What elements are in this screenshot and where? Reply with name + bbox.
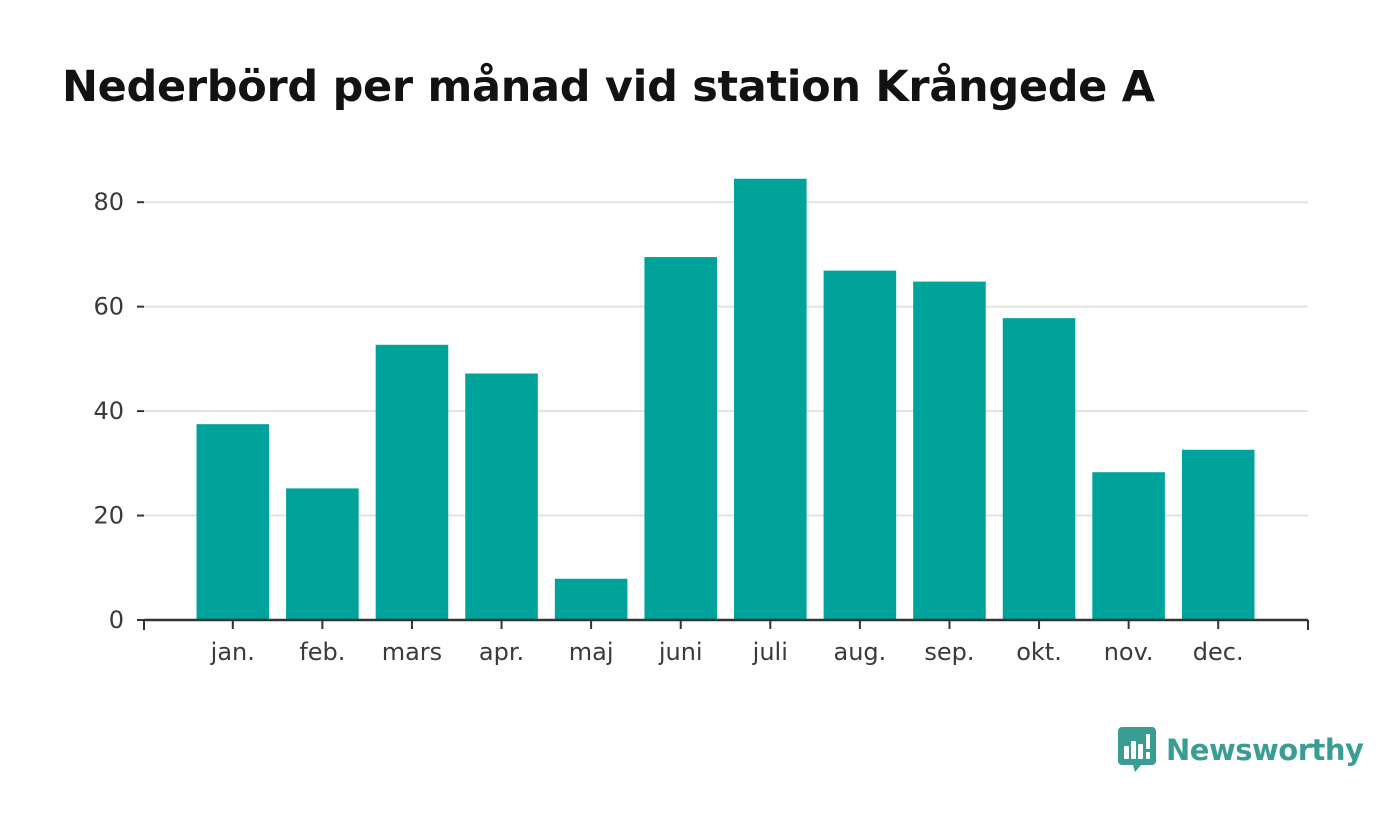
bar-aug <box>823 270 897 620</box>
bar-feb <box>286 488 359 620</box>
chart-title: Nederbörd per månad vid station Krångede… <box>62 62 1155 112</box>
x-tick-label: sep. <box>924 638 974 666</box>
y-tick-label: 60 <box>93 293 124 321</box>
grid-lines <box>144 201 1308 517</box>
x-tick-label: maj <box>569 638 614 666</box>
bar-juli <box>734 178 807 620</box>
x-tick-label: aug. <box>833 638 886 666</box>
bar-maj <box>554 578 628 620</box>
bar-apr <box>465 373 538 620</box>
x-tick-label: juni <box>658 638 703 666</box>
bar-nov <box>1092 472 1165 620</box>
x-axis <box>137 201 1309 630</box>
bar-okt <box>1002 318 1076 620</box>
y-tick-labels: 0 20 40 60 80 <box>93 188 124 634</box>
brand-name: Newsworthy <box>1166 733 1364 767</box>
x-tick-label: feb. <box>299 638 345 666</box>
y-tick-label: 20 <box>93 502 124 530</box>
bar-mars <box>375 344 449 620</box>
bar-sep <box>913 281 986 620</box>
x-tick-label: nov. <box>1104 638 1154 666</box>
bar-chart: 0 20 40 60 80 jan. feb. mars apr. maj juni juli aug… <box>93 178 1309 666</box>
x-tick-label: dec. <box>1193 638 1244 666</box>
bar-chart-speech-bubble-icon <box>1118 727 1156 772</box>
x-tick-label: juli <box>752 638 788 666</box>
x-tick-labels: jan. feb. mars apr. maj juni juli aug. sep. okt. n… <box>210 638 1244 666</box>
brand-logo: Newsworthy <box>1118 726 1364 774</box>
y-tick-label: 0 <box>109 606 124 634</box>
bar-series <box>196 178 1255 620</box>
y-tick-label: 40 <box>93 397 124 425</box>
y-tick-label: 80 <box>93 188 124 216</box>
bar-jan <box>196 424 270 620</box>
x-tick-label: okt. <box>1016 638 1062 666</box>
x-tick-label: mars <box>382 638 442 666</box>
x-tick-label: apr. <box>479 638 524 666</box>
bar-juni <box>644 257 717 620</box>
x-tick-label: jan. <box>210 638 255 666</box>
bar-dec <box>1181 449 1255 620</box>
